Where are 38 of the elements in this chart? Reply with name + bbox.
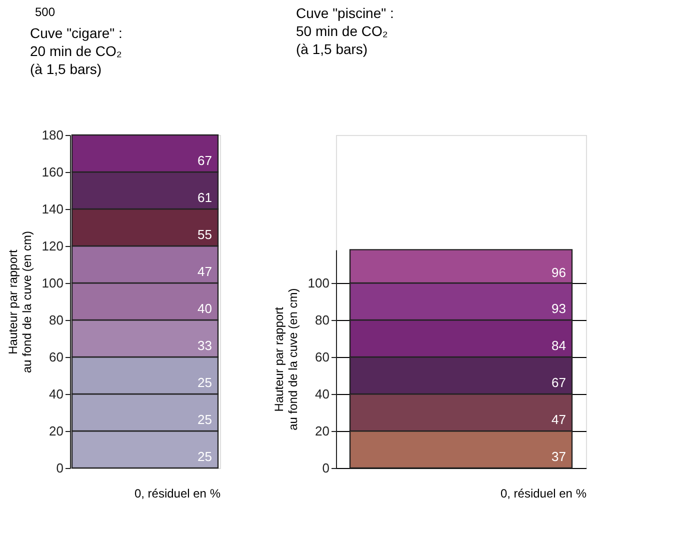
- chart-title: Cuve "piscine" : 50 min de CO₂ (à 1,5 bars): [296, 5, 394, 57]
- y-tick-label: 140: [42, 202, 64, 216]
- y-tick-label: 160: [42, 164, 64, 180]
- x-axis-title: 0, résiduel en %: [134, 486, 221, 500]
- y-tick-label: 100: [42, 276, 64, 290]
- annotation: 93: [552, 300, 566, 316]
- y-tick-label: 60: [49, 350, 64, 364]
- annotation: 25: [198, 412, 212, 427]
- y-tick-label: 60: [315, 350, 330, 364]
- y-tick-label: 180: [42, 128, 64, 142]
- annotation: 61: [198, 190, 212, 205]
- annotation: 96: [552, 265, 566, 280]
- y-axis-title: Hauteur par rapport au fond de la cuve (en cm): [6, 230, 34, 374]
- y-tick-label: 100: [308, 276, 330, 290]
- annotation: 40: [198, 300, 212, 316]
- annotation: 25: [198, 448, 212, 464]
- annotation: 37: [552, 448, 566, 464]
- y-tick-label: 40: [315, 386, 330, 402]
- annotation: 67: [552, 374, 566, 390]
- y-tick-label: 20: [49, 424, 64, 438]
- y-tick-label: 0: [322, 460, 330, 476]
- annotation: 55: [198, 226, 212, 242]
- y-axis-title: Hauteur par rapport au fond de la cuve (en cm): [272, 288, 300, 430]
- y-tick-label: 120: [42, 238, 64, 254]
- annotation: 47: [552, 412, 566, 427]
- y-tick-label: 0: [56, 460, 64, 476]
- y-tick-label: 80: [49, 312, 64, 328]
- y-tick-label: 40: [49, 386, 64, 402]
- x-axis-title: 0, résiduel en %: [500, 486, 587, 500]
- text: 500: [35, 5, 56, 19]
- chart-title: Cuve "cigare" : 20 min de CO₂ (à 1,5 bars): [30, 25, 122, 77]
- annotation: 67: [198, 152, 212, 168]
- annotation: 47: [198, 264, 212, 279]
- annotation: 33: [198, 338, 212, 353]
- annotation: 25: [198, 374, 212, 390]
- annotation: 84: [552, 338, 566, 353]
- y-tick-label: 20: [315, 424, 330, 438]
- y-tick-label: 80: [315, 312, 330, 328]
